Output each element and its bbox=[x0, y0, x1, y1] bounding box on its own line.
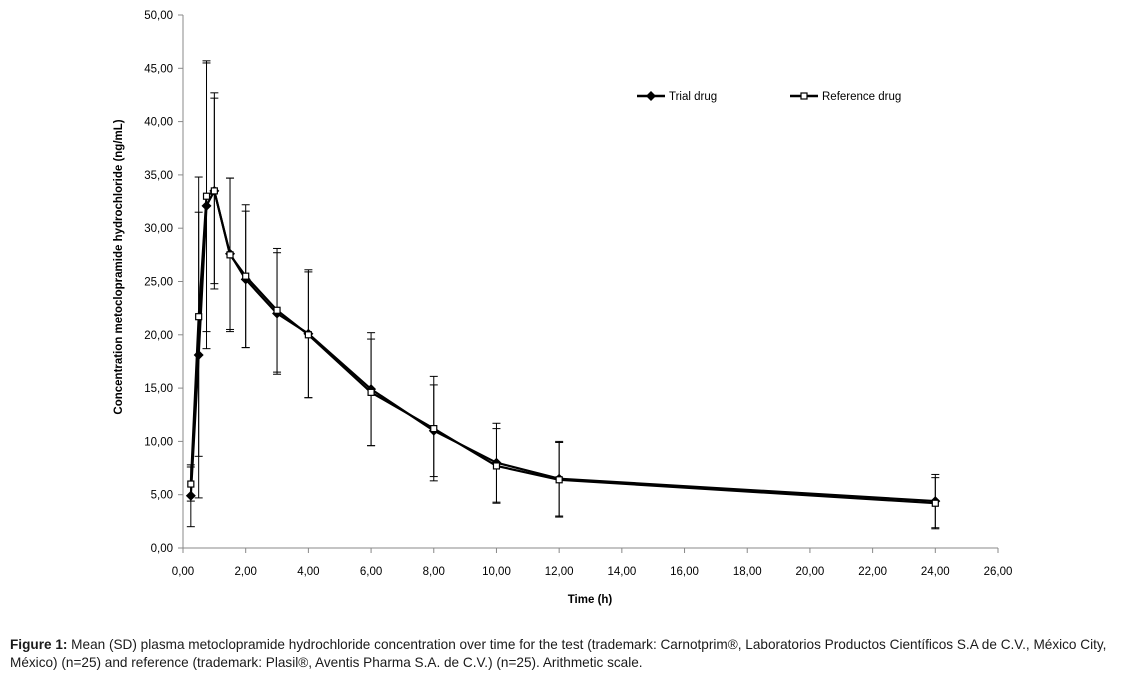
data-point-reference bbox=[304, 331, 312, 339]
x-tick-label: 12,00 bbox=[545, 566, 574, 578]
data-point-reference bbox=[210, 187, 218, 195]
legend-item-reference: Reference drug bbox=[790, 91, 901, 103]
data-point-trial bbox=[185, 490, 196, 501]
x-tick-label: 16,00 bbox=[670, 566, 699, 578]
y-tick-label: 50,00 bbox=[144, 10, 173, 22]
data-point-reference bbox=[187, 480, 195, 488]
legend-marker-trial bbox=[646, 91, 656, 101]
series-markers-reference bbox=[187, 187, 939, 507]
data-point-reference bbox=[202, 192, 211, 200]
y-tick-label: 20,00 bbox=[144, 330, 173, 342]
data-point-trial bbox=[201, 200, 212, 211]
y-tick-label: 15,00 bbox=[144, 383, 173, 395]
x-axis-ticks: 0,00 2,00 4,00 6,00 8,00 10,00 12,00 14,00 16,00… bbox=[172, 548, 1013, 578]
x-tick-label: 6,00 bbox=[360, 566, 382, 578]
x-tick-label: 10,00 bbox=[482, 566, 511, 578]
legend-label-reference: Reference drug bbox=[822, 91, 901, 103]
data-point-reference bbox=[492, 462, 501, 470]
y-axis-ticks: 0,00 5,00 10,00 15,00 20,00 25,00 30,00 35,00 40… bbox=[144, 10, 183, 555]
error-bars-trial bbox=[186, 62, 940, 529]
line-chart: 0,00 5,00 10,00 15,00 20,00 25,00 30,00 35,00 40… bbox=[113, 10, 1013, 606]
data-point-reference bbox=[273, 306, 281, 314]
y-axis-title: Concentration metoclopramide hydrochlori… bbox=[113, 119, 125, 414]
y-tick-label: 30,00 bbox=[144, 223, 173, 235]
error-bars-reference bbox=[186, 60, 940, 530]
series-line-reference bbox=[189, 189, 936, 505]
figure-caption: Figure 1: Mean (SD) plasma metoclopramid… bbox=[10, 636, 1122, 672]
figure-caption-text: Mean (SD) plasma metoclopramide hydrochl… bbox=[10, 637, 1107, 670]
x-tick-label: 24,00 bbox=[921, 566, 950, 578]
data-point-reference bbox=[367, 388, 375, 396]
x-tick-label: 18,00 bbox=[733, 566, 762, 578]
y-tick-label: 35,00 bbox=[144, 170, 173, 182]
y-tick-label: 25,00 bbox=[144, 277, 173, 289]
series-markers-trial bbox=[185, 185, 941, 507]
data-point-reference bbox=[242, 272, 250, 280]
x-tick-label: 20,00 bbox=[796, 566, 825, 578]
x-tick-label: 14,00 bbox=[607, 566, 636, 578]
x-tick-label: 4,00 bbox=[297, 566, 319, 578]
chart-legend: Trial drug Reference drug bbox=[637, 91, 901, 103]
x-tick-label: 22,00 bbox=[858, 566, 887, 578]
x-tick-label: 2,00 bbox=[234, 566, 256, 578]
data-point-reference bbox=[226, 251, 234, 259]
legend-item-trial: Trial drug bbox=[637, 91, 717, 103]
figure-caption-label: Figure 1: bbox=[10, 637, 68, 652]
x-tick-label: 26,00 bbox=[984, 566, 1013, 578]
x-tick-label: 0,00 bbox=[172, 566, 194, 578]
data-point-trial bbox=[193, 350, 204, 361]
data-point-reference bbox=[195, 313, 203, 321]
y-tick-label: 45,00 bbox=[144, 63, 173, 75]
y-tick-label: 10,00 bbox=[144, 436, 173, 448]
legend-marker-reference bbox=[800, 92, 808, 100]
y-tick-label: 40,00 bbox=[144, 117, 173, 129]
y-tick-label: 0,00 bbox=[151, 543, 173, 555]
legend-label-trial: Trial drug bbox=[669, 91, 717, 103]
x-tick-label: 8,00 bbox=[423, 566, 445, 578]
data-point-reference bbox=[555, 476, 563, 484]
data-point-reference bbox=[430, 425, 438, 433]
series-line-trial bbox=[189, 189, 936, 503]
y-tick-label: 5,00 bbox=[151, 490, 173, 502]
series-layer bbox=[185, 60, 941, 530]
x-axis-title: Time (h) bbox=[568, 594, 613, 606]
data-point-reference bbox=[931, 499, 939, 507]
